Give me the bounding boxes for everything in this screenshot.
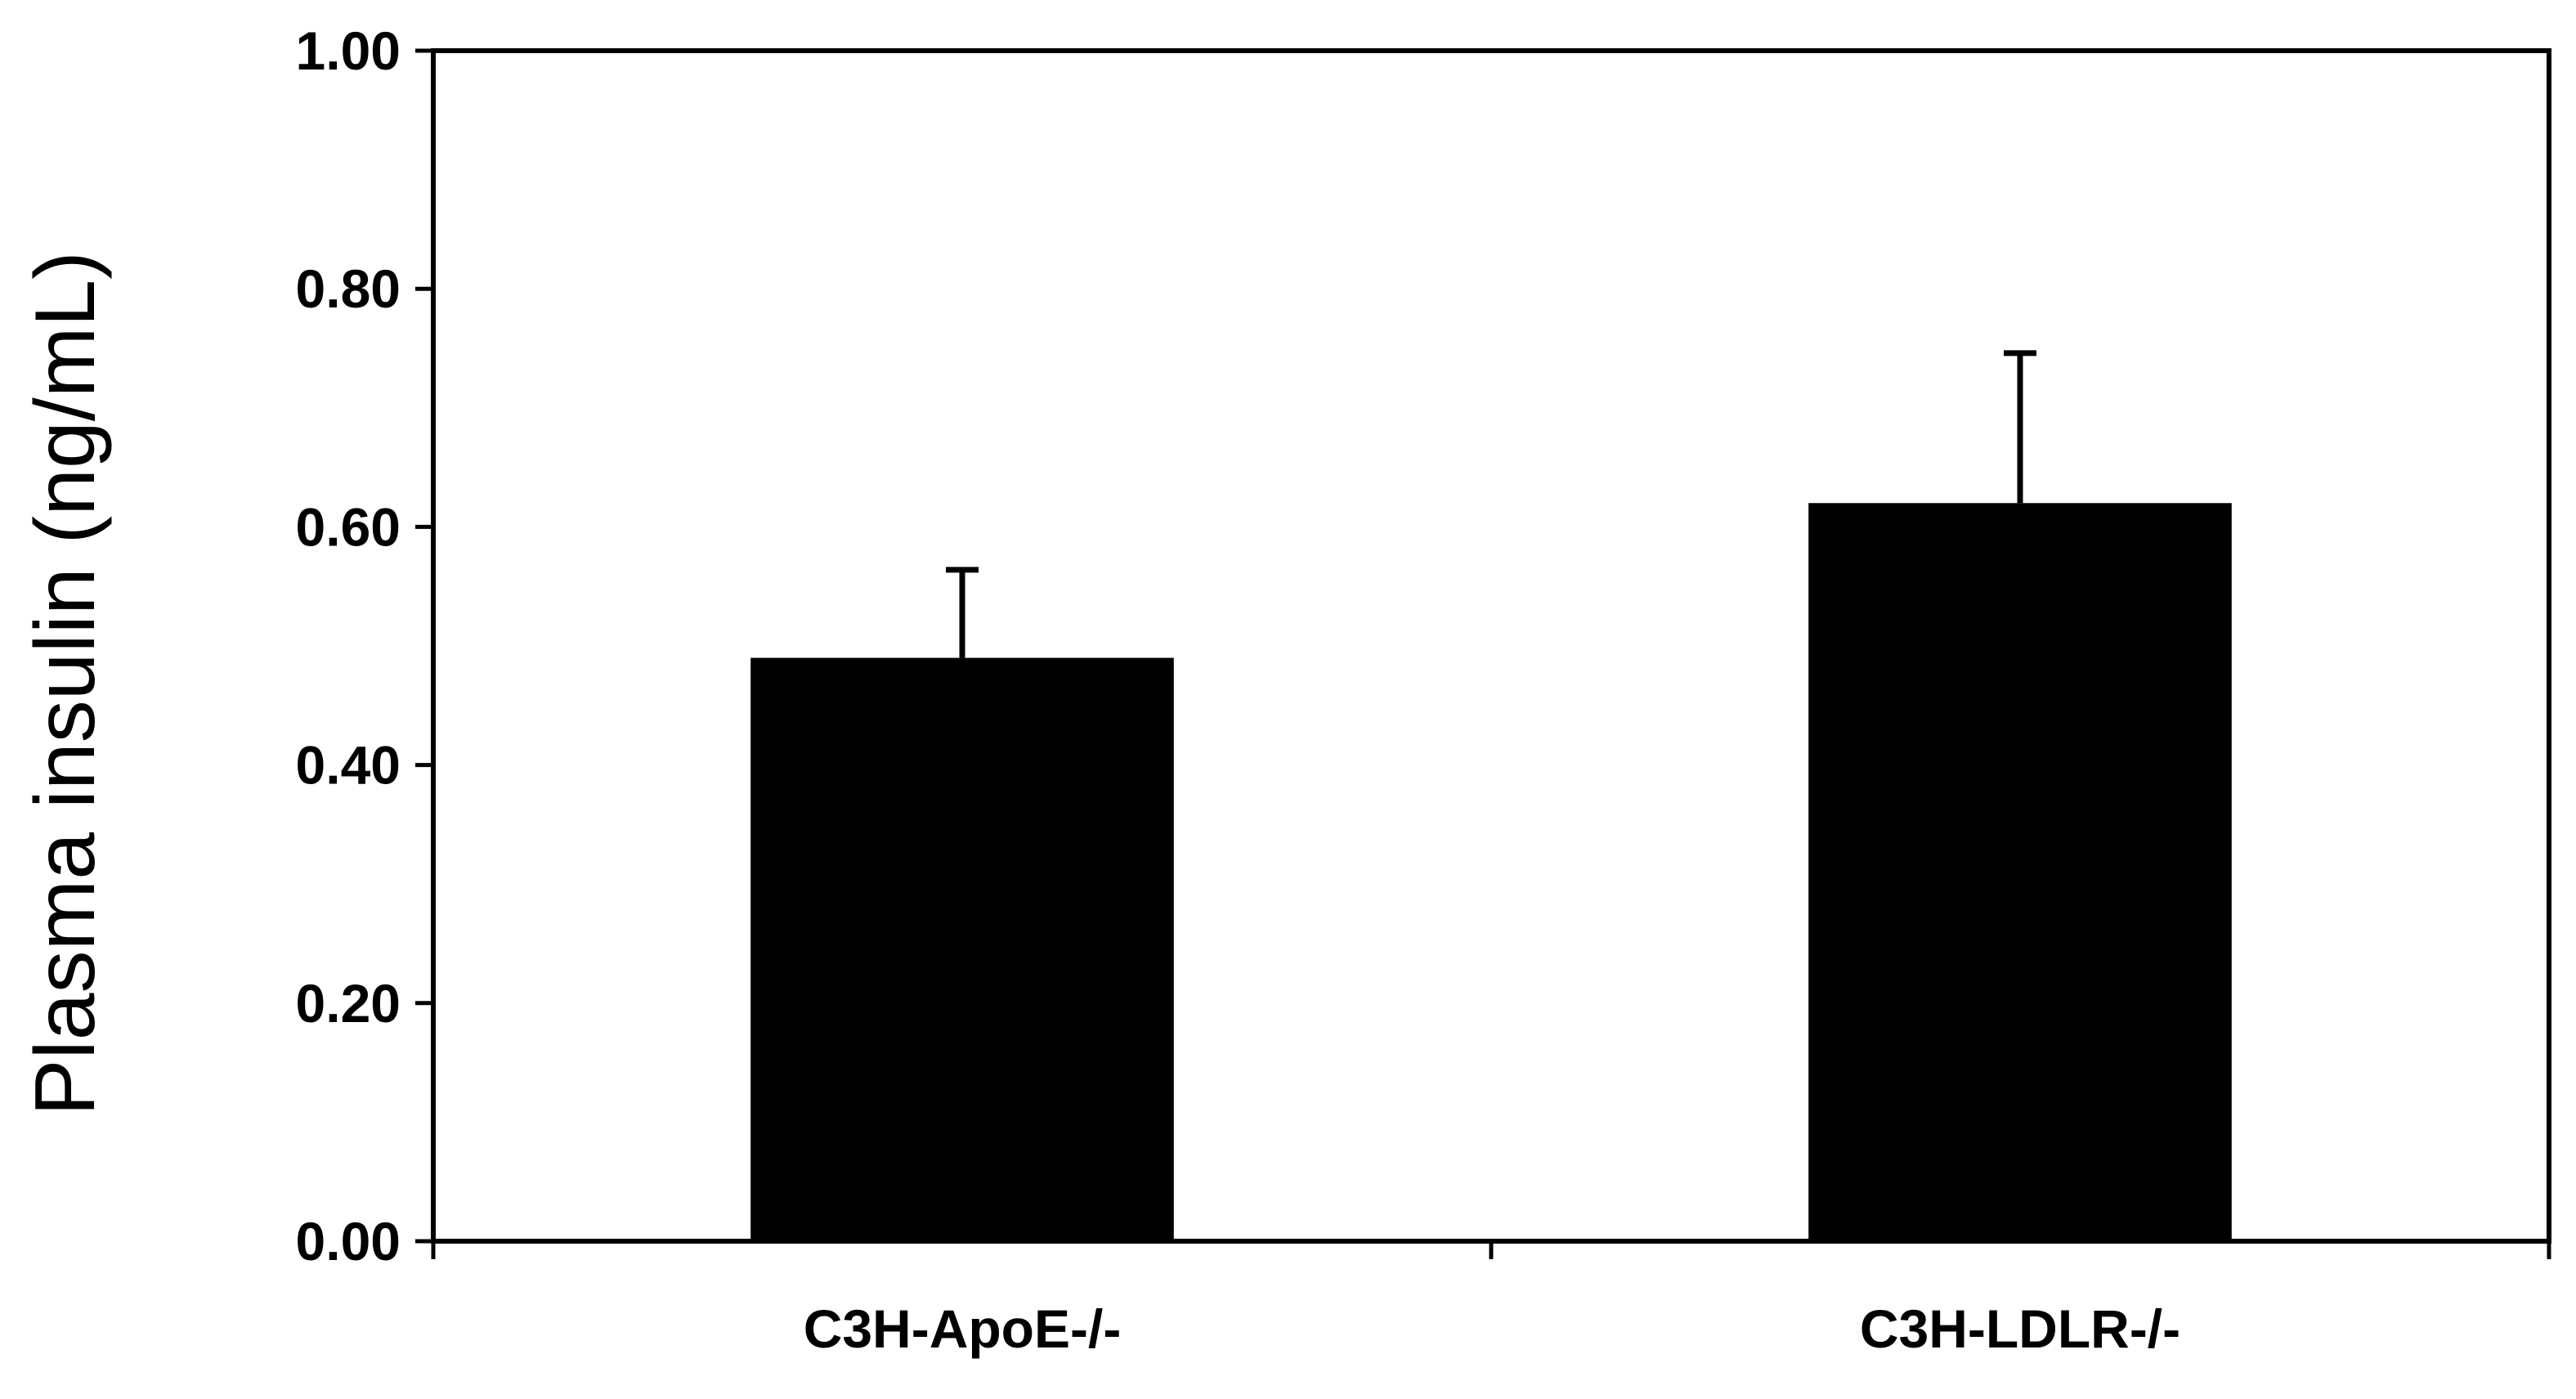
- y-tick-label: 0.40: [296, 735, 401, 796]
- bar-series: [750, 503, 2232, 1241]
- category-labels: C3H-ApoE-/- C3H-LDLR-/-: [804, 1298, 2180, 1359]
- x-category-label: C3H-LDLR-/-: [1860, 1298, 2180, 1359]
- y-tick-label: 0.00: [296, 1211, 401, 1271]
- x-category-label: C3H-ApoE-/-: [804, 1298, 1122, 1359]
- bar: [1808, 503, 2232, 1241]
- error-bars: [946, 350, 2036, 658]
- y-tick-label: 0.60: [296, 496, 401, 557]
- x-axis: [431, 1241, 2551, 1259]
- y-tick-label: 0.20: [296, 973, 401, 1034]
- y-axis: 0.00 0.20 0.40 0.60 0.80 1.00: [296, 20, 433, 1271]
- y-tick-label: 0.80: [296, 258, 401, 319]
- y-tick-label: 1.00: [296, 20, 401, 81]
- bar: [750, 657, 1174, 1241]
- y-axis-title: Plasma insulin (ng/mL): [18, 251, 113, 1116]
